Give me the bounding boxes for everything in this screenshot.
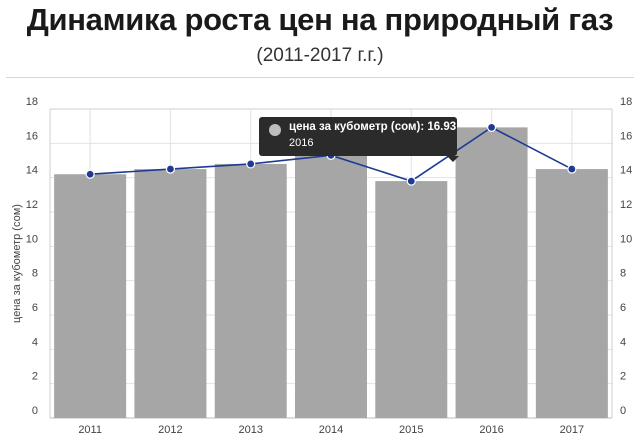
y-tick-label-right: 2 [620, 371, 626, 383]
tooltip-category: 2016 [289, 137, 314, 149]
x-tick-label: 2017 [560, 424, 584, 436]
line-point-2016[interactable] [486, 122, 497, 132]
y-tick-label-right: 16 [620, 130, 632, 142]
chart-tooltip: цена за кубометр (сом): 16.93 2016 [259, 117, 459, 162]
x-tick-label: 2016 [479, 424, 503, 436]
tooltip-arrow [447, 156, 459, 162]
bar-2014[interactable] [295, 155, 367, 418]
y-tick-label-left: 14 [26, 165, 38, 177]
x-tick-label: 2015 [399, 424, 423, 436]
bar-2015[interactable] [375, 181, 448, 418]
y-tick-label-right: 8 [620, 268, 626, 280]
tooltip-series-label: цена за кубометр (сом): 16.93 [289, 121, 457, 133]
y-tick-label-left: 18 [26, 96, 38, 108]
bar-2016[interactable] [455, 127, 528, 418]
y-tick-label-right: 10 [620, 233, 632, 245]
line-point-2013[interactable] [246, 159, 256, 169]
y-tick-label-left: 2 [32, 371, 38, 383]
x-tick-label: 2012 [158, 424, 182, 436]
tooltip-series-dot [269, 124, 281, 136]
y-tick-label-right: 18 [620, 96, 632, 108]
y-tick-label-left: 8 [32, 268, 38, 280]
line-point-2012[interactable] [165, 164, 176, 174]
y-tick-label-right: 12 [620, 199, 632, 211]
y-tick-label-right: 4 [620, 336, 626, 348]
y-tick-label-left: 0 [32, 405, 38, 417]
x-tick-label: 2011 [78, 424, 102, 436]
chart-title: Динамика роста цен на природный газ [26, 2, 614, 37]
y-axis-label: цена за кубометр (сом) [11, 204, 23, 323]
y-tick-label-left: 6 [32, 302, 38, 314]
chart-subtitle: (2011-2017 г.г.) [256, 45, 384, 66]
y-tick-label-right: 6 [620, 302, 626, 314]
y-tick-label-left: 16 [26, 130, 38, 142]
bar-2017[interactable] [535, 169, 608, 418]
y-tick-label-right: 0 [620, 405, 626, 417]
y-tick-label-left: 10 [26, 233, 38, 245]
y-tick-label-left: 4 [32, 336, 38, 348]
line-point-2011[interactable] [85, 169, 95, 179]
x-tick-label: 2013 [238, 424, 262, 436]
line-point-2017[interactable] [567, 164, 577, 174]
bar-2012[interactable] [134, 169, 207, 418]
y-tick-label-left: 12 [26, 199, 38, 211]
y-tick-label-right: 14 [620, 165, 632, 177]
line-point-2015[interactable] [406, 176, 416, 186]
title-divider [6, 77, 634, 78]
bar-2013[interactable] [214, 163, 287, 418]
bar-2011[interactable] [54, 174, 127, 418]
x-tick-label: 2014 [319, 424, 343, 436]
